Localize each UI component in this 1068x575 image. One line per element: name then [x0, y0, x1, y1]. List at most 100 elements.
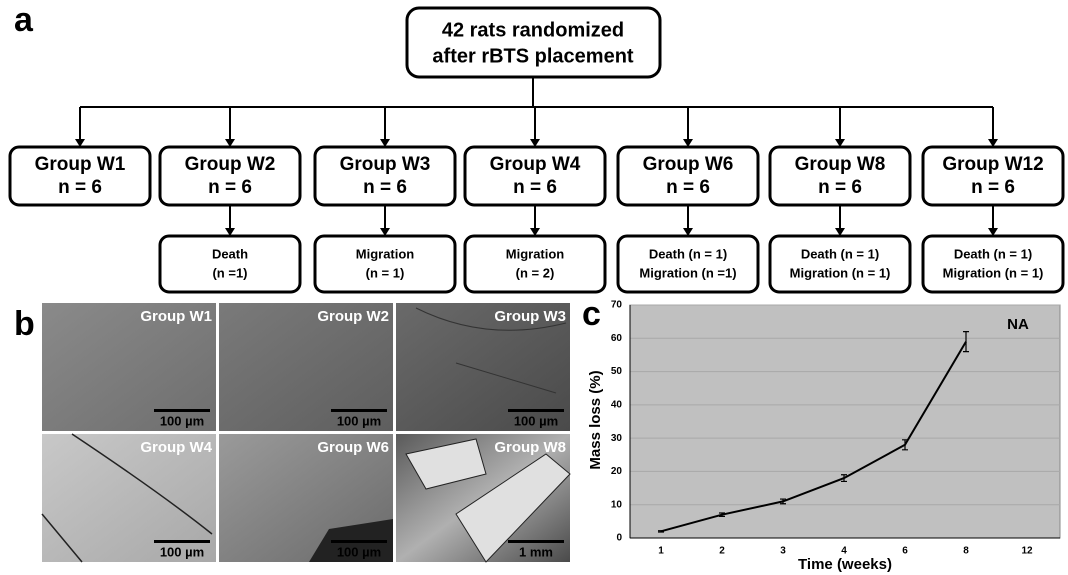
outcome-text: Migration (n = 1) — [790, 265, 891, 280]
error-bar-line — [719, 512, 725, 517]
sem-label: Group W2 — [317, 308, 389, 325]
error-bar — [902, 439, 908, 451]
group-name: Group W2 — [185, 154, 276, 175]
group-n: n = 6 — [513, 177, 557, 198]
scale-label: 100 µm — [160, 413, 204, 428]
x-tick-label: 2 — [719, 546, 725, 557]
outcome-text: Migration — [356, 246, 415, 261]
x-tick-label: 6 — [902, 546, 908, 557]
sem-label: Group W4 — [140, 439, 212, 456]
sem-label: Group W6 — [317, 439, 389, 456]
x-axis-title: Time (weeks) — [798, 556, 892, 573]
crack — [41, 433, 213, 563]
outcome-box — [158, 234, 302, 294]
outcome-box — [463, 234, 607, 294]
arrowhead — [530, 139, 540, 147]
crack — [415, 307, 567, 394]
sem-label: Group W3 — [494, 308, 566, 325]
arrowhead — [988, 139, 998, 147]
group-name: Group W8 — [795, 154, 886, 175]
error-bar-line — [902, 439, 908, 451]
x-tick-label: 1 — [658, 546, 664, 557]
outcome-text: (n = 2) — [516, 265, 555, 280]
group-name: Group W3 — [340, 154, 431, 175]
outcome-text: (n = 1) — [366, 265, 405, 280]
outcome-box — [313, 234, 457, 294]
panel-label: b — [14, 305, 35, 343]
panel-label: c — [582, 295, 601, 333]
y-axis-title: Mass loss (%) — [587, 370, 604, 469]
scale-bar — [154, 540, 210, 543]
error-bar — [658, 530, 664, 533]
x-tick-label: 8 — [963, 546, 969, 557]
debris — [405, 438, 571, 563]
y-tick-label: 10 — [611, 499, 623, 510]
arrowhead — [530, 228, 540, 236]
outcome-text: Migration (n =1) — [639, 265, 736, 280]
outcome-text: Migration (n = 1) — [943, 265, 1044, 280]
outcome-box — [616, 234, 760, 294]
scale-label: 100 µm — [160, 544, 204, 559]
outcome-box — [768, 234, 912, 294]
group-name: Group W4 — [490, 154, 581, 175]
outcome-text: Death (n = 1) — [954, 246, 1032, 261]
arrowhead — [225, 228, 235, 236]
arrowhead — [380, 139, 390, 147]
group-box — [8, 145, 152, 207]
y-tick-label: 40 — [611, 399, 623, 410]
x-tick-label: 4 — [841, 546, 847, 557]
error-bar-line — [963, 331, 969, 353]
scale-bar — [331, 540, 387, 543]
data-line — [660, 341, 967, 533]
error-bar-line — [780, 498, 786, 505]
outcome-text: Death (n = 1) — [649, 246, 727, 261]
group-n: n = 6 — [208, 177, 252, 198]
y-tick-label: 30 — [611, 433, 623, 444]
arrowhead — [835, 228, 845, 236]
group-name: Group W6 — [643, 154, 734, 175]
group-name: Group W12 — [942, 154, 1043, 175]
outcome-text: Migration — [506, 246, 565, 261]
x-tick-label: 12 — [1021, 546, 1033, 557]
panel-label: a — [14, 1, 34, 39]
error-bar — [719, 512, 725, 517]
outcome-text: (n =1) — [212, 265, 247, 280]
sem-label: Group W8 — [494, 439, 566, 456]
outcome-text: Death (n = 1) — [801, 246, 879, 261]
annotation: NA — [1007, 316, 1029, 333]
error-bar — [780, 498, 786, 505]
outcome-box — [921, 234, 1065, 294]
group-n: n = 6 — [58, 177, 102, 198]
y-tick-label: 70 — [611, 300, 623, 311]
group-n: n = 6 — [666, 177, 710, 198]
group-n: n = 6 — [971, 177, 1015, 198]
root-text: after rBTS placement — [432, 45, 634, 67]
group-n: n = 6 — [818, 177, 862, 198]
scale-label: 100 µm — [514, 413, 558, 428]
plot-area — [629, 304, 1061, 539]
x-tick-label: 3 — [780, 546, 786, 557]
scale-label: 100 µm — [337, 544, 381, 559]
group-n: n = 6 — [363, 177, 407, 198]
scale-bar — [331, 409, 387, 412]
error-bar — [841, 474, 847, 483]
arrowhead — [988, 228, 998, 236]
sem-label: Group W1 — [140, 308, 212, 325]
arrowhead — [835, 139, 845, 147]
arrowhead — [683, 139, 693, 147]
scale-bar — [508, 409, 564, 412]
y-tick-label: 60 — [611, 333, 623, 344]
arrowhead — [225, 139, 235, 147]
scale-label: 100 µm — [337, 413, 381, 428]
arrowhead — [75, 139, 85, 147]
arrowhead — [380, 228, 390, 236]
error-bar-line — [841, 474, 847, 483]
scale-bar — [508, 540, 564, 543]
root-text: 42 rats randomized — [442, 19, 624, 41]
error-bar — [963, 331, 969, 353]
y-tick-label: 0 — [616, 533, 622, 544]
group-name: Group W1 — [35, 154, 126, 175]
scale-bar — [154, 409, 210, 412]
y-tick-label: 20 — [611, 466, 623, 477]
